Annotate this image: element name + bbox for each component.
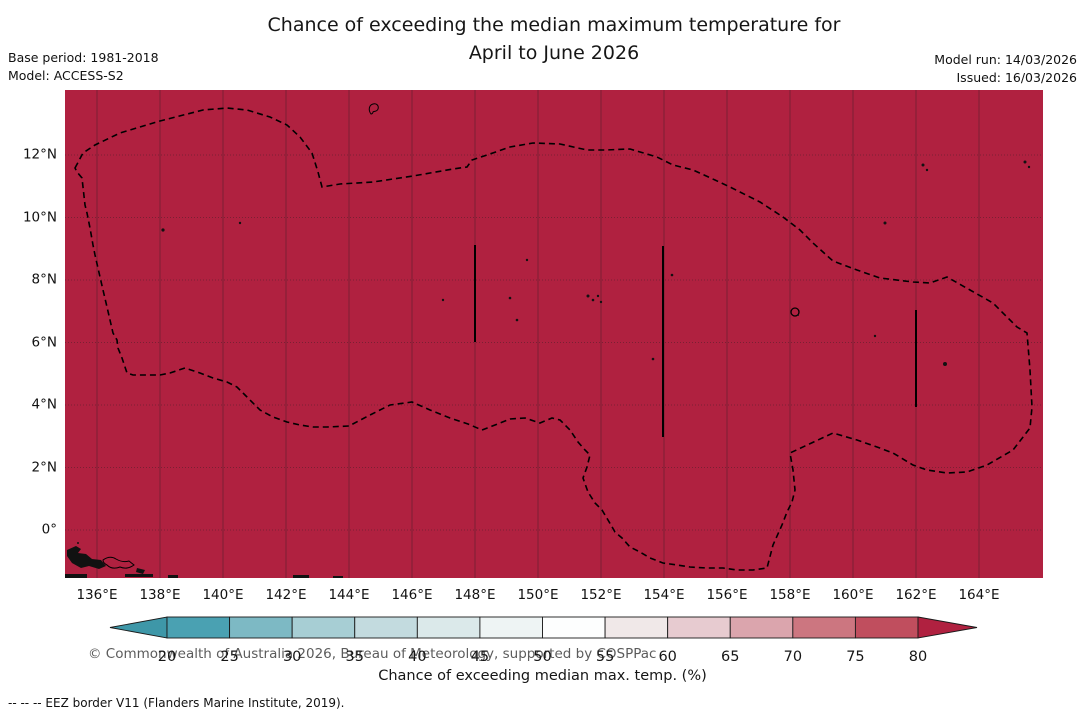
latitude-gridlines <box>65 154 1043 531</box>
colorbar-segment <box>166 616 231 639</box>
guam-island-outline <box>368 103 379 115</box>
colorbar-tick-label: 20 <box>158 649 176 665</box>
x-tick-label: 156°E <box>706 587 748 603</box>
colorbar-segment <box>667 616 731 639</box>
colorbar-tick-label: 35 <box>346 649 364 665</box>
longitude-gridlines <box>96 90 980 578</box>
y-tick-label: 12°N <box>22 146 57 163</box>
x-tick-label: 150°E <box>517 587 559 603</box>
colorbar-segment <box>542 616 606 639</box>
colorbar-segment <box>354 616 418 639</box>
copyright-watermark: © Commonwealth of Australia 2026, Bureau… <box>88 646 657 662</box>
colorbar-segment <box>229 616 293 639</box>
map-graphics <box>65 90 1043 578</box>
colorbar-segment <box>416 616 481 639</box>
y-tick-label: 10°N <box>22 209 57 226</box>
colorbar-arrow <box>109 616 168 639</box>
issued-label: Issued: 16/03/2026 <box>956 70 1078 86</box>
meta-left: Base period: 1981-2018 Model: ACCESS-S2 <box>8 49 159 85</box>
colorbar-tick-label: 75 <box>846 649 864 665</box>
colorbar-tick-label: 80 <box>909 649 927 665</box>
colorbar-tick-label: 60 <box>658 649 676 665</box>
x-tick-label: 152°E <box>580 587 622 603</box>
colorbar-tick-label: 65 <box>721 649 739 665</box>
x-tick-label: 162°E <box>895 587 937 603</box>
title-line-1: Chance of exceeding the median maximum t… <box>267 14 841 36</box>
colorbar-arrow <box>917 616 978 639</box>
y-tick-label: 8°N <box>31 271 57 288</box>
colorbar-segment <box>291 616 356 639</box>
x-tick-label: 146°E <box>391 587 433 603</box>
colorbar: 20 25 30 35 40 45 50 55 60 65 70 75 80 <box>0 605 1085 669</box>
colorbar-segment <box>729 616 794 639</box>
eez-internal-boundaries <box>474 245 917 437</box>
colorbar-tick-label: 40 <box>408 649 426 665</box>
base-period-label: Base period: 1981-2018 <box>8 50 159 65</box>
y-tick-label: 0° <box>41 521 57 538</box>
x-tick-label: 154°E <box>643 587 685 603</box>
colorbar-segment <box>604 616 669 639</box>
colorbar-tick-label: 30 <box>283 649 301 665</box>
x-tick-label: 142°E <box>265 587 307 603</box>
x-tick-label: 138°E <box>139 587 181 603</box>
x-tick-label: 164°E <box>958 587 1000 603</box>
colorbar-tick-label: 70 <box>784 649 802 665</box>
y-tick-label: 2°N <box>31 459 57 476</box>
eez-border-dashed <box>74 107 1033 571</box>
island-coastlines <box>65 103 1031 578</box>
colorbar-segment <box>792 616 856 639</box>
colorbar-label: Chance of exceeding median max. temp. (%… <box>378 668 707 684</box>
colorbar-graphic: 20 25 30 35 40 45 50 55 60 65 70 75 80 <box>109 616 978 665</box>
eez-footnote: -- -- -- EEZ border V11 (Flanders Marine… <box>8 696 345 710</box>
pohnpei-island-outline <box>790 307 800 317</box>
x-tick-label: 136°E <box>76 587 118 603</box>
x-tick-label: 140°E <box>202 587 244 603</box>
x-tick-label: 160°E <box>832 587 874 603</box>
x-tick-label: 158°E <box>769 587 811 603</box>
model-label: Model: ACCESS-S2 <box>8 68 124 84</box>
model-run-label: Model run: 14/03/2026 <box>934 52 1077 67</box>
y-tick-label: 4°N <box>31 396 57 413</box>
colorbar-segment <box>854 616 919 639</box>
meta-right: Model run: 14/03/2026 Issued: 16/03/2026 <box>934 51 1077 87</box>
page-title: Chance of exceeding the median maximum t… <box>65 12 1043 67</box>
x-tick-label: 148°E <box>454 587 496 603</box>
colorbar-tick-label: 25 <box>220 649 238 665</box>
colorbar-tick-label: 45 <box>471 649 489 665</box>
x-tick-label: 144°E <box>328 587 370 603</box>
map-canvas: © Commonwealth of Australia 2026, Bureau… <box>65 90 1043 662</box>
title-line-2: April to June 2026 <box>468 41 640 64</box>
y-tick-label: 6°N <box>31 334 57 351</box>
colorbar-tick-label: 55 <box>596 649 614 665</box>
colorbar-segment <box>479 616 543 639</box>
colorbar-tick-label: 50 <box>533 649 551 665</box>
